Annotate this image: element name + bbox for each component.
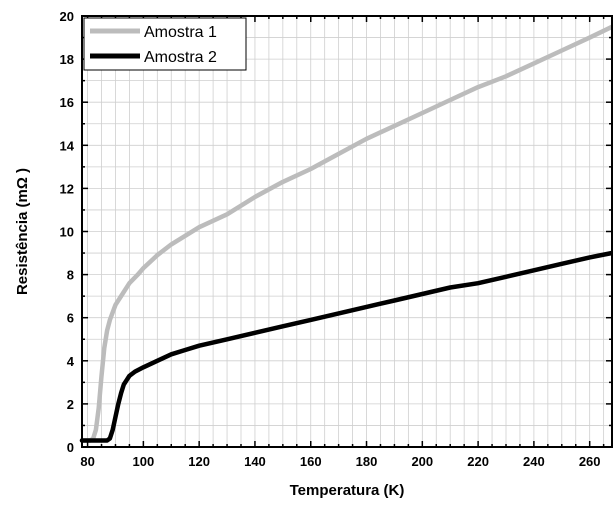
x-tick-label: 200 (411, 454, 433, 469)
series-layer (79, 24, 613, 443)
y-tick-label: 18 (60, 52, 74, 67)
y-tick-label: 20 (60, 9, 74, 24)
x-tick-label: 120 (188, 454, 210, 469)
y-tick-label: 16 (60, 95, 74, 110)
grid-layer (82, 15, 612, 448)
series-line-1 (79, 24, 613, 443)
tick-labels-layer: 80 100 120 140 160 180 200 220 240 260 0 2 4 6 8 10 12 14… (60, 9, 601, 469)
x-tick-label: 80 (80, 454, 94, 469)
y-tick-label: 0 (67, 440, 74, 455)
x-tick-label: 260 (579, 454, 601, 469)
x-axis-title: Temperatura (K) (290, 482, 405, 499)
legend-label-amostra-1: Amostra 1 (144, 24, 217, 41)
y-axis-title: Resistência (mΩ ) (14, 168, 31, 295)
y-tick-label: 4 (67, 354, 75, 369)
legend-label-amostra-2: Amostra 2 (144, 49, 217, 66)
legend: Amostra 1 Amostra 2 (83, 17, 247, 71)
ticks-layer (82, 15, 612, 448)
x-tick-label: 220 (467, 454, 489, 469)
x-tick-label: 160 (300, 454, 322, 469)
y-tick-label: 6 (67, 311, 74, 326)
x-tick-label: 180 (356, 454, 378, 469)
y-tick-label: 12 (60, 181, 74, 196)
y-tick-label: 10 (60, 225, 74, 240)
legend-box (83, 17, 247, 71)
x-tick-label: 100 (133, 454, 155, 469)
y-tick-label: 14 (60, 138, 75, 153)
x-tick-label: 140 (244, 454, 266, 469)
series-line-2 (79, 250, 613, 443)
x-tick-label: 240 (523, 454, 545, 469)
y-tick-label: 2 (67, 397, 74, 412)
y-tick-label: 8 (67, 268, 74, 283)
